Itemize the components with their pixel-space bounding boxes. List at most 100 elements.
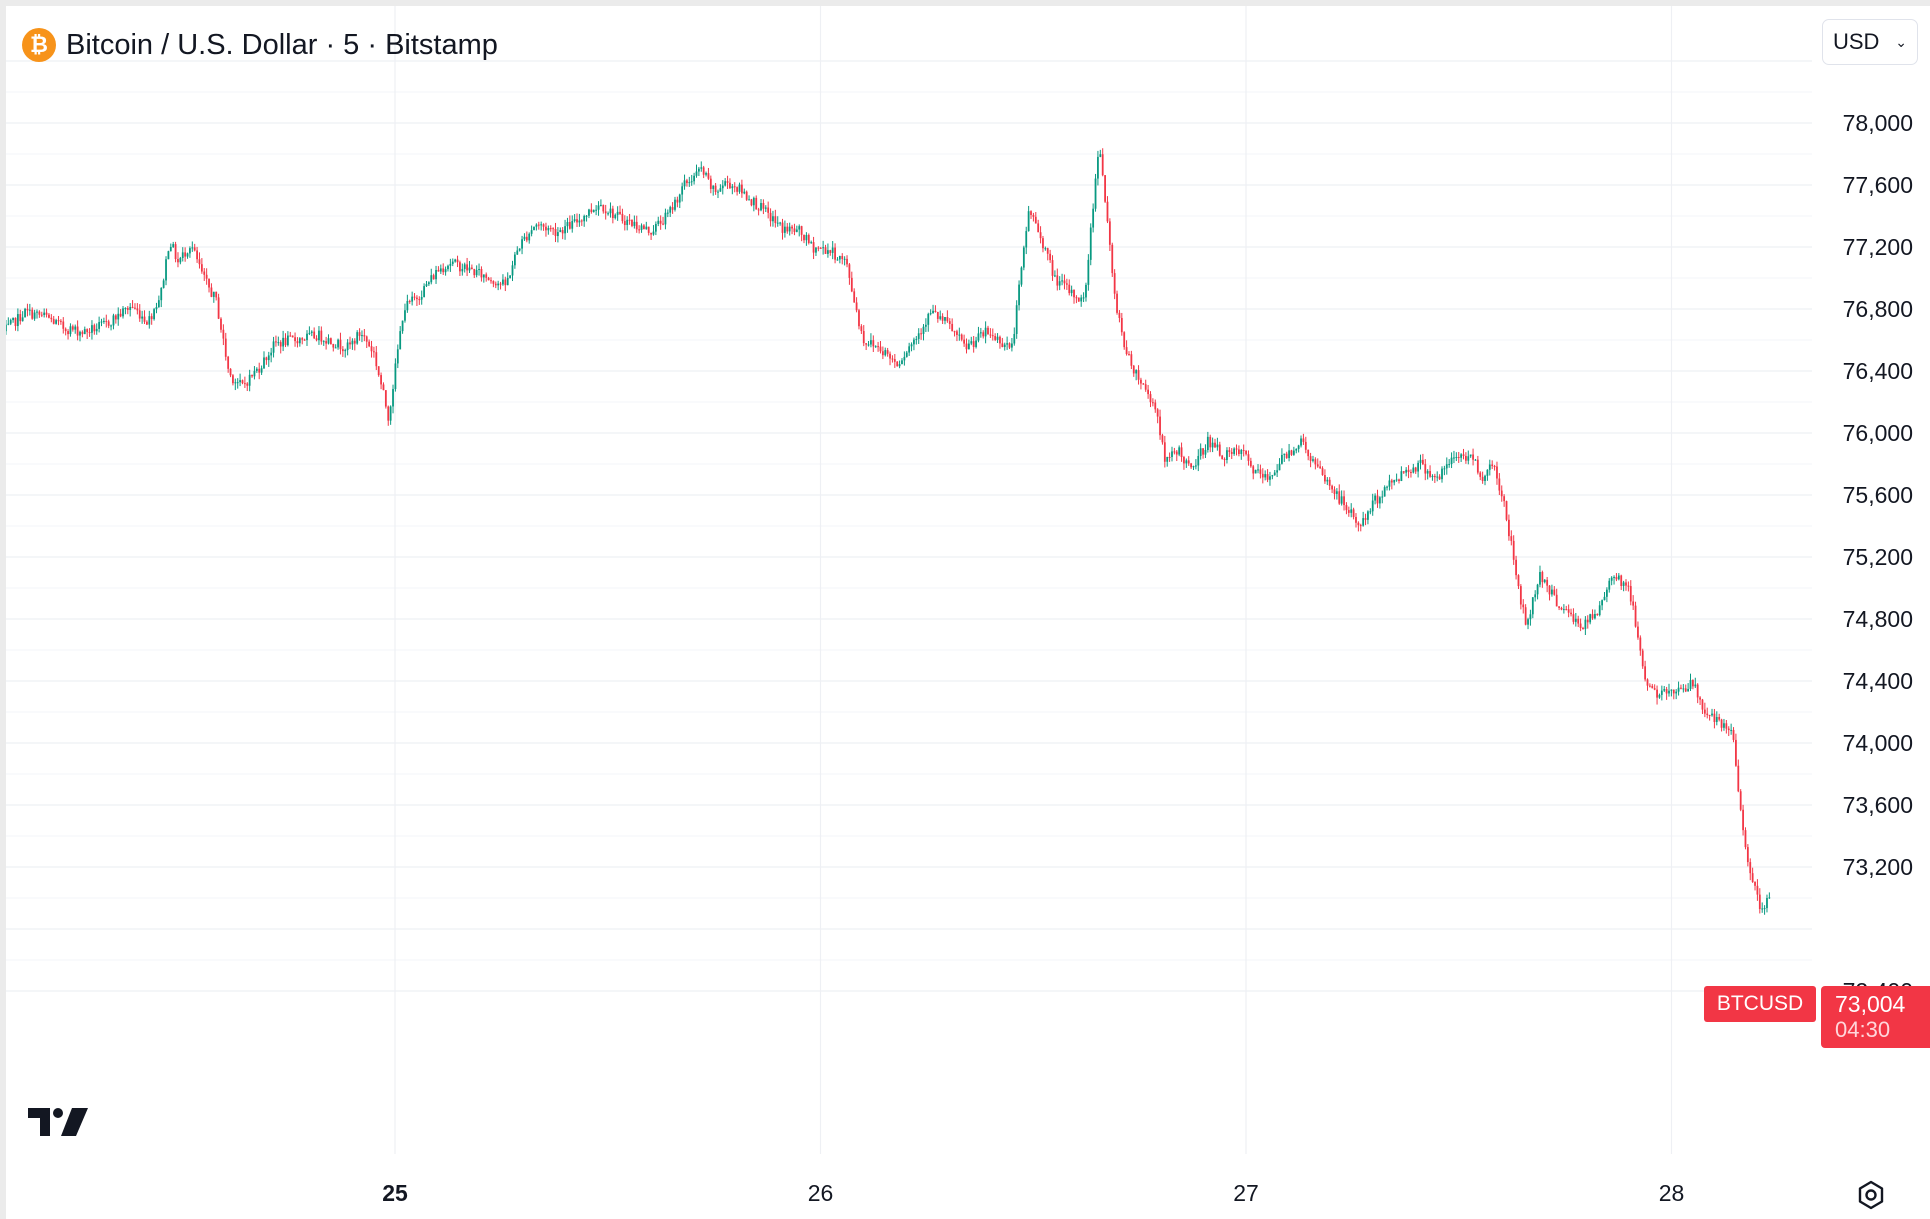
candle-body bbox=[521, 239, 523, 249]
candle-body bbox=[979, 332, 982, 334]
candle-body bbox=[659, 220, 662, 224]
candle-body bbox=[1156, 409, 1159, 417]
candle-body bbox=[98, 322, 101, 329]
candle-body bbox=[853, 291, 856, 303]
candle-body bbox=[590, 209, 593, 212]
candle-body bbox=[1543, 579, 1546, 583]
candle-body bbox=[126, 308, 129, 310]
candle-body bbox=[1125, 347, 1128, 355]
currency-select[interactable]: USD ⌄ bbox=[1822, 19, 1918, 65]
candle-body bbox=[243, 383, 246, 385]
candle-body bbox=[1457, 457, 1460, 459]
candle-body bbox=[1625, 582, 1627, 586]
candle-body bbox=[396, 349, 399, 364]
candle-body bbox=[217, 297, 220, 319]
candle-body bbox=[1522, 604, 1525, 608]
candle-body bbox=[1106, 201, 1109, 222]
candle-body bbox=[1075, 297, 1078, 299]
candle-body bbox=[982, 332, 985, 337]
candle-body bbox=[1694, 684, 1697, 687]
candle-body bbox=[212, 291, 215, 297]
candle-body bbox=[26, 308, 29, 311]
candle-body bbox=[583, 215, 586, 222]
candle-body bbox=[1135, 370, 1138, 374]
candle-body bbox=[100, 321, 103, 323]
candle-body bbox=[740, 184, 743, 194]
candle-body bbox=[1692, 680, 1694, 687]
candle-body bbox=[1503, 496, 1506, 502]
candle-body bbox=[1190, 463, 1193, 468]
x-tick-label: 28 bbox=[1659, 1180, 1685, 1206]
candle-body bbox=[977, 333, 980, 341]
candle-body bbox=[960, 334, 963, 340]
candle-body bbox=[1276, 470, 1279, 473]
price-chart[interactable]: 78,000 77,600 77,200 76,800 76,400 76,000 75,6… bbox=[6, 6, 1930, 1219]
gear-icon[interactable] bbox=[1853, 1177, 1889, 1213]
candle-body bbox=[650, 232, 652, 235]
candle-body bbox=[189, 248, 191, 254]
candle-body bbox=[1324, 475, 1326, 482]
candle-body bbox=[341, 349, 344, 352]
candle-body bbox=[1493, 466, 1496, 468]
candle-body bbox=[236, 382, 239, 384]
symbol-legend: ₿ Bitcoin / U.S. Dollar · 5 · Bitstamp bbox=[22, 26, 498, 64]
candle-body bbox=[291, 335, 294, 338]
candle-body bbox=[1758, 894, 1761, 910]
candle-body bbox=[1111, 244, 1114, 274]
candle-body bbox=[122, 308, 124, 317]
candle-body bbox=[1378, 497, 1381, 504]
candle-body bbox=[71, 326, 74, 330]
candle-body bbox=[1589, 614, 1592, 623]
candle-body bbox=[1431, 475, 1434, 477]
candle-body bbox=[865, 343, 868, 345]
candle-body bbox=[1648, 685, 1651, 687]
candle-body bbox=[1586, 619, 1589, 623]
candle-body bbox=[846, 258, 848, 265]
candle-body bbox=[253, 370, 256, 377]
candle-body bbox=[1123, 332, 1126, 348]
candle-body bbox=[36, 311, 38, 313]
candle-body bbox=[346, 342, 349, 351]
candle-body bbox=[1610, 577, 1613, 581]
candle-body bbox=[1443, 468, 1446, 470]
candle-body bbox=[1402, 471, 1405, 473]
candle-body bbox=[451, 261, 454, 264]
candle-body bbox=[939, 316, 942, 319]
candle-body bbox=[224, 338, 227, 357]
candle-body bbox=[1730, 729, 1733, 731]
candle-body bbox=[600, 204, 602, 206]
candle-body bbox=[193, 247, 196, 251]
candle-body bbox=[200, 264, 203, 272]
candle-body bbox=[289, 335, 292, 337]
candle-body bbox=[196, 250, 198, 260]
candle-body bbox=[743, 191, 746, 194]
candle-body bbox=[435, 269, 437, 280]
candle-body bbox=[769, 212, 772, 222]
candle-body bbox=[1345, 505, 1348, 511]
tradingview-logo[interactable] bbox=[28, 1108, 90, 1138]
candle-body bbox=[112, 315, 115, 326]
candle-body bbox=[1056, 275, 1059, 286]
candle-body bbox=[191, 247, 194, 249]
candle-body bbox=[1746, 847, 1749, 863]
candle-body bbox=[707, 173, 710, 179]
candle-body bbox=[1316, 464, 1319, 467]
price-axis[interactable]: 78,000 77,600 77,200 76,800 76,400 76,000 75,6… bbox=[1843, 110, 1913, 1004]
candle-body bbox=[466, 264, 468, 271]
time-axis[interactable]: 25 26 27 28 bbox=[382, 1180, 1684, 1206]
candle-body bbox=[131, 306, 134, 308]
candle-body bbox=[475, 269, 478, 276]
candle-body bbox=[877, 346, 879, 348]
candle-body bbox=[482, 274, 485, 278]
candle-body bbox=[55, 320, 58, 324]
candle-body bbox=[1496, 466, 1498, 479]
candle-body bbox=[1271, 475, 1274, 477]
candle-body bbox=[836, 259, 839, 261]
candle-body bbox=[525, 236, 528, 241]
candle-body bbox=[1603, 596, 1606, 601]
candle-body bbox=[965, 343, 968, 350]
candle-body bbox=[470, 267, 473, 270]
candle-body bbox=[879, 346, 882, 352]
candle-body bbox=[284, 337, 287, 346]
candle-body bbox=[1187, 460, 1190, 464]
